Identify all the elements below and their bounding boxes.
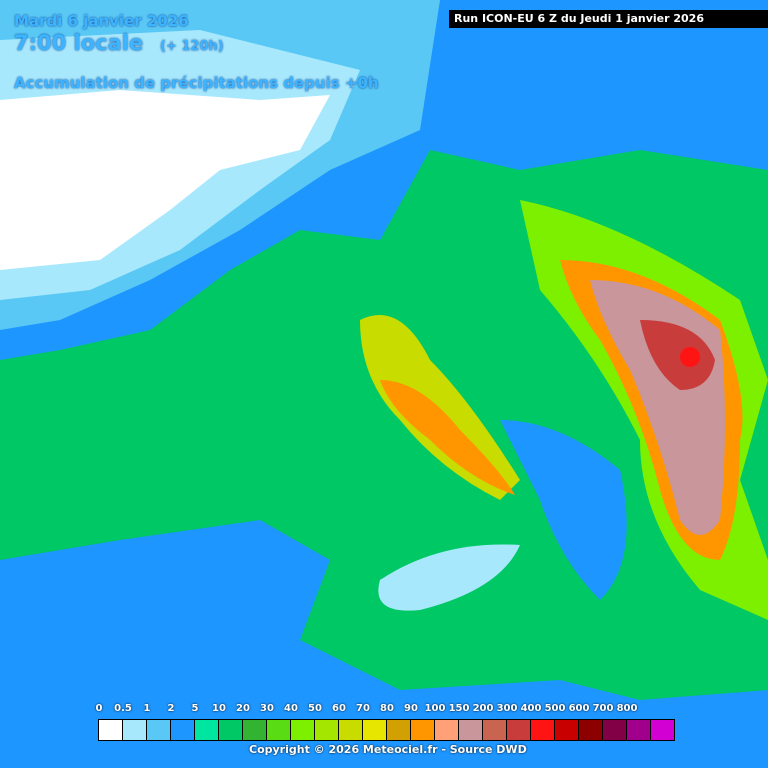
south-blue: [0, 520, 768, 768]
legend-label: 150: [448, 703, 470, 714]
legend-swatch: [219, 720, 243, 740]
legend-label: 2: [167, 703, 175, 714]
legend-swatch: [459, 720, 483, 740]
legend-label: 30: [260, 703, 274, 714]
legend: 0 0.5 1 2 5 10 20 30 40 50 60 70 80 90 100 150 200 300 400…: [90, 703, 690, 763]
legend-swatch: [339, 720, 363, 740]
legend-label: 80: [380, 703, 394, 714]
legend-swatch: [555, 720, 579, 740]
description: Accumulation de précipitations depuis +0…: [14, 74, 379, 92]
legend-swatch: [627, 720, 651, 740]
legend-swatch: [507, 720, 531, 740]
legend-label: 20: [236, 703, 250, 714]
legend-swatch: [171, 720, 195, 740]
sicily-zone: [378, 544, 520, 611]
run-info: Run ICON-EU 6 Z du Jeudi 1 janvier 2026: [449, 10, 768, 28]
legend-swatch: [243, 720, 267, 740]
legend-label: 500: [544, 703, 566, 714]
legend-swatch: [123, 720, 147, 740]
legend-label: 800: [616, 703, 638, 714]
legend-label: 70: [356, 703, 370, 714]
legend-label: 200: [472, 703, 494, 714]
copyright: Copyright © 2026 Meteociel.fr - Source D…: [249, 743, 527, 756]
legend-labels: 0 0.5 1 2 5 10 20 30 40 50 60 70 80 90 100 150 200 300 400…: [90, 703, 690, 717]
legend-label: 0.5: [114, 703, 132, 714]
balkan-max: [640, 320, 715, 390]
legend-swatch: [387, 720, 411, 740]
legend-swatch: [99, 720, 123, 740]
legend-label: 400: [520, 703, 542, 714]
legend-swatch: [435, 720, 459, 740]
legend-swatch: [315, 720, 339, 740]
legend-label: 100: [424, 703, 446, 714]
legend-label: 300: [496, 703, 518, 714]
legend-label: 90: [404, 703, 418, 714]
legend-swatch: [291, 720, 315, 740]
legend-label: 40: [284, 703, 298, 714]
legend-swatch: [483, 720, 507, 740]
legend-label: 1: [143, 703, 151, 714]
balkan-peak: [680, 347, 700, 367]
ionian-blue: [500, 420, 627, 600]
legend-swatch: [411, 720, 435, 740]
legend-swatch: [531, 720, 555, 740]
legend-colors: [98, 719, 675, 741]
legend-swatch: [651, 720, 674, 740]
legend-label: 50: [308, 703, 322, 714]
legend-swatch: [147, 720, 171, 740]
legend-swatch: [195, 720, 219, 740]
legend-swatch: [603, 720, 627, 740]
legend-label: 10: [212, 703, 226, 714]
date: Mardi 6 janvier 2026: [14, 12, 189, 30]
legend-label: 600: [568, 703, 590, 714]
legend-swatch: [363, 720, 387, 740]
dry-zone: [0, 90, 330, 270]
legend-swatch: [579, 720, 603, 740]
legend-label: 5: [191, 703, 199, 714]
lead-time: (+ 120h): [160, 39, 224, 54]
legend-label: 60: [332, 703, 346, 714]
apennine-core: [380, 380, 515, 495]
legend-label: 700: [592, 703, 614, 714]
legend-label: 0: [95, 703, 103, 714]
legend-swatch: [267, 720, 291, 740]
hour: 7:00 locale: [14, 31, 144, 55]
